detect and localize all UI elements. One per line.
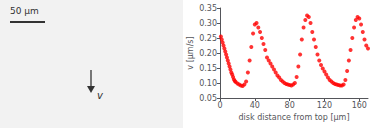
svg-text:120: 120: [317, 101, 332, 110]
svg-text:0.10: 0.10: [199, 79, 217, 88]
svg-text:0.30: 0.30: [199, 19, 217, 28]
svg-text:disk distance from top [μm]: disk distance from top [μm]: [238, 113, 349, 122]
svg-text:0.25: 0.25: [199, 34, 217, 43]
svg-text:0.15: 0.15: [199, 64, 217, 73]
svg-text:0: 0: [217, 101, 222, 110]
svg-text:40: 40: [250, 101, 260, 110]
svg-text:v [μm/s]: v [μm/s]: [186, 36, 195, 69]
svg-text:50 μm: 50 μm: [10, 6, 39, 16]
svg-text:v: v: [97, 90, 104, 101]
svg-text:0.35: 0.35: [199, 4, 217, 13]
svg-text:80: 80: [285, 101, 295, 110]
svg-text:160: 160: [352, 101, 367, 110]
svg-text:0.20: 0.20: [199, 49, 217, 58]
svg-text:0.05: 0.05: [199, 94, 217, 103]
